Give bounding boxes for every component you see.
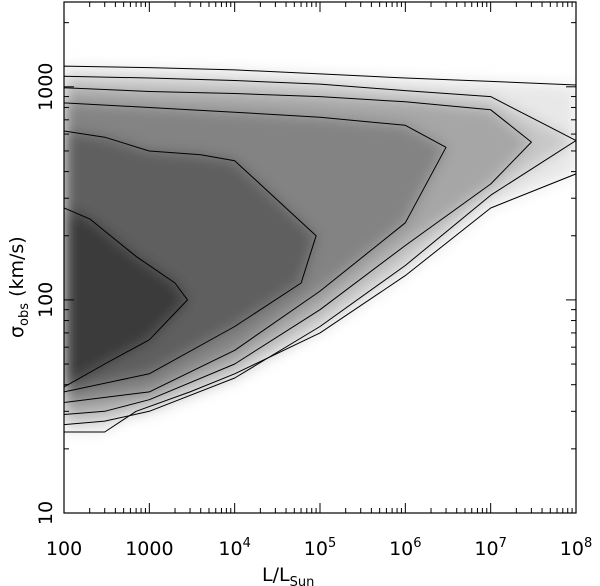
x-axis-label: L/LSun — [262, 564, 314, 586]
contour-line-5 — [64, 130, 317, 393]
x-tick-label: 100 — [46, 538, 82, 560]
x-tick-label: 1000 — [125, 538, 173, 560]
contour-line-1 — [64, 65, 576, 433]
contour-line-3 — [64, 87, 532, 415]
density-shading — [64, 66, 576, 432]
y-tick-label: 10 — [35, 501, 57, 525]
axis-ticks — [63, 2, 577, 514]
x-tick-label: 108 — [560, 536, 592, 560]
x-tick-label: 107 — [474, 536, 506, 560]
y-tick-label: 100 — [35, 282, 57, 318]
y-tick-labels: 10 100 1000 — [35, 63, 57, 525]
contour-lines — [64, 65, 576, 433]
x-tick-labels: 100 1000 104 105 106 107 108 — [46, 536, 592, 560]
y-tick-label: 1000 — [35, 63, 57, 111]
contour-line-4 — [64, 102, 447, 403]
x-tick-label: 104 — [218, 536, 250, 560]
contour-line-6 — [64, 207, 188, 388]
contour-line-2 — [64, 75, 576, 426]
x-tick-label: 106 — [389, 536, 421, 560]
density-band-6 — [64, 208, 188, 387]
y-axis-label: σobs (km/s) — [6, 236, 32, 338]
x-tick-label: 105 — [304, 536, 336, 560]
